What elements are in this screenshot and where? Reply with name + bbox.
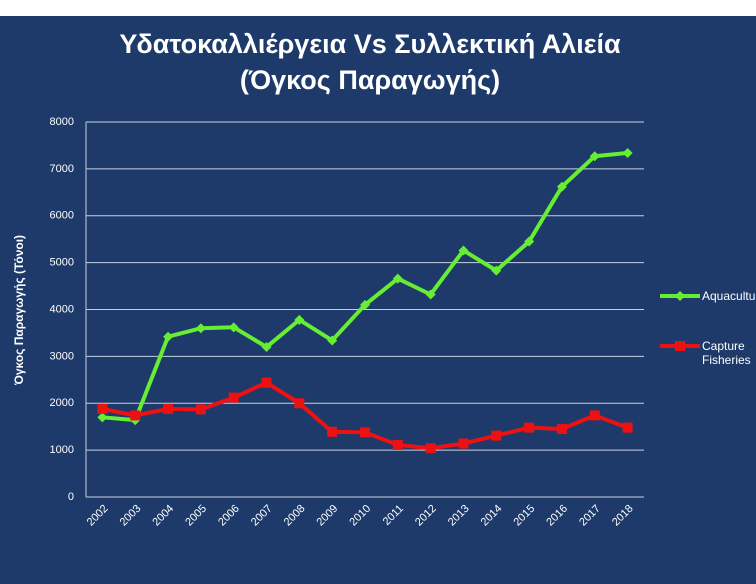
y-tick-label: 2000 <box>50 397 74 409</box>
marker <box>294 314 305 325</box>
y-tick-label: 0 <box>68 491 74 503</box>
marker <box>425 443 436 454</box>
marker <box>163 331 174 342</box>
marker <box>261 342 272 352</box>
marker <box>458 245 469 256</box>
marker <box>491 430 502 441</box>
marker <box>675 291 685 301</box>
y-tick-label: 6000 <box>50 210 74 222</box>
marker <box>195 404 206 415</box>
marker <box>392 439 403 450</box>
marker <box>675 341 685 351</box>
chart-subtitle: (Όγκος Παραγωγής) <box>240 65 500 95</box>
marker <box>327 335 338 346</box>
marker <box>622 147 633 158</box>
marker <box>294 398 305 409</box>
marker <box>556 181 567 192</box>
marker <box>130 410 141 421</box>
chart-title: Υδατοκαλλιέργεια Vs Συλλεκτική Αλιεία <box>119 29 621 59</box>
marker <box>228 322 239 333</box>
marker <box>491 265 502 276</box>
legend-label: Capture Fisheries <box>702 339 751 367</box>
y-tick-label: 1000 <box>50 444 74 456</box>
marker <box>392 273 403 284</box>
marker <box>261 377 272 388</box>
marker <box>360 299 370 310</box>
y-tick-label: 7000 <box>50 163 74 175</box>
y-tick-label: 5000 <box>50 257 74 269</box>
marker <box>97 412 108 423</box>
marker <box>228 392 239 403</box>
y-axis-label: Όγκος Παραγωγής (Τόνοι) <box>12 235 26 386</box>
marker <box>524 236 535 247</box>
legend-label: Aquaculture <box>702 289 756 303</box>
marker <box>195 323 206 334</box>
marker <box>556 424 567 435</box>
marker <box>327 426 338 437</box>
y-tick-label: 3000 <box>50 350 74 362</box>
marker <box>163 403 174 414</box>
marker <box>589 410 600 421</box>
marker <box>458 438 469 449</box>
marker <box>360 427 370 438</box>
marker <box>97 403 108 414</box>
background <box>0 16 756 584</box>
marker <box>589 151 600 162</box>
marker <box>524 422 535 433</box>
marker <box>622 422 633 433</box>
marker <box>425 289 436 300</box>
y-tick-label: 8000 <box>50 116 74 128</box>
y-tick-label: 4000 <box>50 303 74 315</box>
